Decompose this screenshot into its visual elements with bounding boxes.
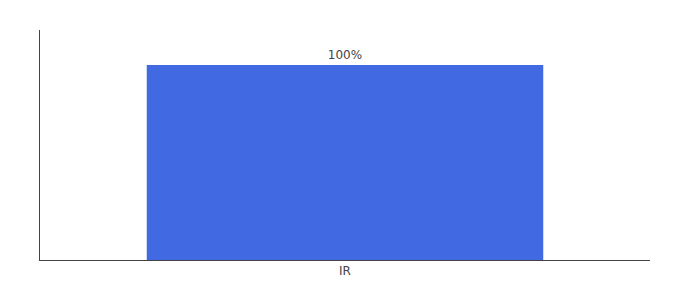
- svg-text:100%: 100%: [328, 48, 362, 62]
- svg-text:IR: IR: [339, 264, 351, 278]
